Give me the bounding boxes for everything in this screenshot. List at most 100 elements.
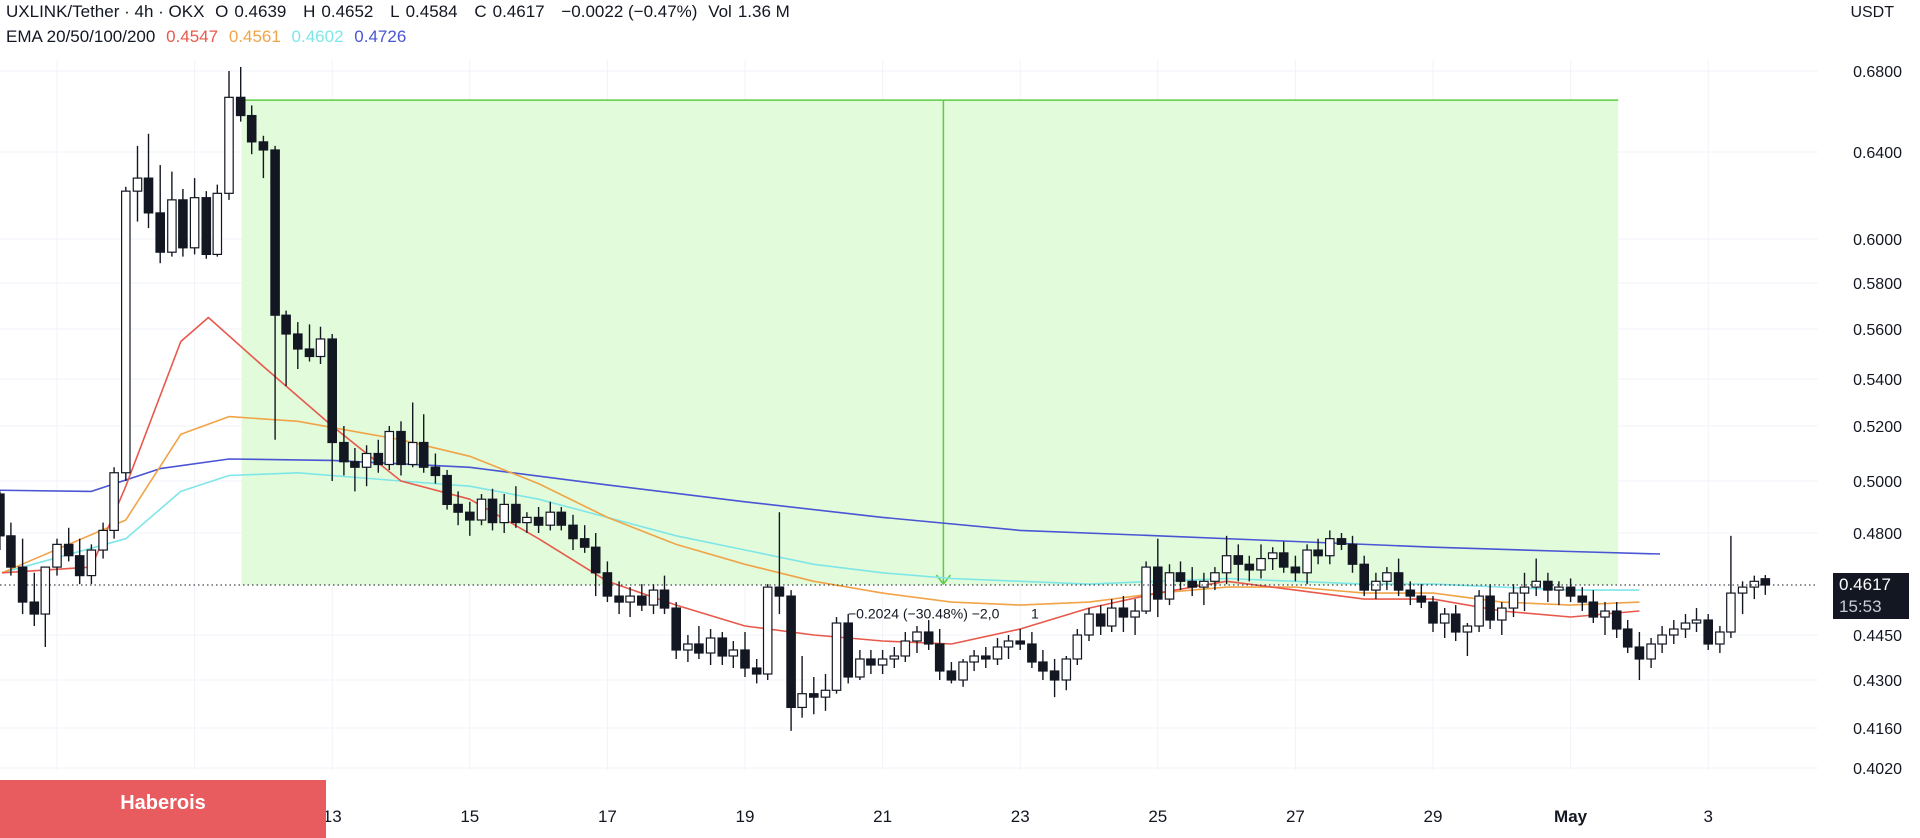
candle-body-up (648, 589, 659, 606)
candle (109, 467, 119, 539)
candle (29, 572, 40, 627)
candle-body-up (109, 472, 119, 532)
candle (774, 512, 785, 615)
candle-body-down (487, 498, 498, 524)
candle (659, 575, 670, 615)
candle (384, 426, 395, 470)
candle-body-down (1015, 640, 1025, 645)
candle-body-up (1462, 625, 1473, 633)
candle (1095, 605, 1106, 635)
price-tick-label: 0.6000 (1853, 232, 1902, 249)
candle-body-up (1496, 607, 1507, 621)
candle (1485, 584, 1495, 630)
candle-body-up (797, 693, 807, 709)
candle-body-down (1027, 643, 1037, 663)
candle (1657, 626, 1667, 653)
candle-body-down (1416, 595, 1427, 603)
price-axis[interactable]: 0.6800 0.6400 0.6000 0.5800 0.5600 0.5400 0.52… (1853, 64, 1902, 778)
candle (1382, 567, 1392, 591)
candle (17, 538, 28, 615)
candle-body-down (74, 555, 85, 577)
ema200-value: 0.4726 (354, 27, 407, 46)
candle-body-up (132, 177, 143, 192)
symbol-legend[interactable]: UXLINK/Tether · 4h · OKX O 0.4639 H 0.4652… (6, 2, 802, 22)
candle (1233, 544, 1244, 582)
candle (1416, 584, 1427, 609)
candle (1646, 638, 1656, 668)
symbol-name[interactable]: UXLINK/Tether · 4h · OKX (6, 2, 205, 21)
time-tick-label: 3 (1703, 807, 1712, 826)
candle (442, 470, 452, 510)
candle-body-down (350, 461, 360, 468)
candle-body-up (476, 498, 487, 521)
candle (900, 632, 911, 662)
candle (1324, 530, 1335, 565)
watermark-banner: Haberois (0, 780, 326, 838)
high-value: 0.4652 (321, 2, 374, 21)
ema-label[interactable]: EMA 20/50/100/200 (6, 27, 156, 46)
candle-body-down (774, 586, 785, 597)
candle (1508, 584, 1519, 618)
candle (1691, 608, 1702, 633)
candle (820, 674, 831, 711)
candle (1210, 567, 1220, 591)
candle-body-down (1290, 566, 1301, 574)
candle (1519, 572, 1530, 612)
ema50-value: 0.4561 (228, 27, 281, 46)
candle (1543, 572, 1553, 603)
candle-body-up (98, 529, 108, 551)
candle-body-down (636, 595, 647, 606)
candle-body-down (1703, 619, 1713, 645)
candle-body-up (1737, 586, 1748, 594)
candle (315, 326, 326, 364)
candles (0, 66, 1771, 731)
candle (1038, 650, 1048, 680)
candle-body-up (1003, 640, 1014, 648)
candle-body-up (1474, 595, 1484, 627)
candle (0, 491, 5, 551)
candle-body-up (1657, 634, 1667, 645)
candle-body-down (1244, 563, 1255, 571)
ema-legend[interactable]: EMA 20/50/100/200 0.4547 0.4561 0.4602 0… (6, 27, 412, 47)
candle (1221, 535, 1232, 585)
candle-body-down (1428, 601, 1438, 624)
candle-body-up (1668, 628, 1679, 636)
candle-body-down (556, 511, 567, 526)
candle (992, 638, 1003, 665)
time-axis[interactable]: 911131517192123252729May3 (52, 807, 1713, 826)
candle (590, 533, 601, 597)
candle (579, 525, 590, 553)
candle-body-up (1267, 552, 1278, 560)
candle-body-up (683, 643, 693, 651)
candle (1118, 596, 1129, 633)
candle (1588, 590, 1599, 624)
price-tick-label: 0.4160 (1853, 721, 1902, 738)
candle (671, 602, 681, 659)
candle (797, 656, 807, 718)
candle-body-up (189, 197, 200, 249)
measure-zone-fill (241, 100, 1619, 585)
candle (1554, 581, 1564, 606)
currency-unit[interactable]: USDT (1850, 4, 1894, 21)
candle (1061, 656, 1072, 691)
candle-body-down (1760, 578, 1771, 586)
candle-body-up (1324, 538, 1335, 557)
candle (1622, 620, 1633, 653)
candle (602, 561, 613, 603)
candle (923, 620, 934, 650)
candle (487, 488, 498, 531)
candle (1302, 544, 1312, 585)
candle (545, 501, 556, 531)
candle (1027, 632, 1037, 668)
candle (407, 402, 418, 468)
candle-body-down (579, 538, 590, 548)
candle-body-down (946, 670, 957, 681)
candle (1347, 535, 1358, 573)
candle (1187, 567, 1197, 597)
candle (235, 66, 246, 122)
candle-body-down (1450, 613, 1461, 633)
candle (843, 614, 853, 684)
candle (1715, 626, 1725, 653)
candle (866, 650, 876, 674)
